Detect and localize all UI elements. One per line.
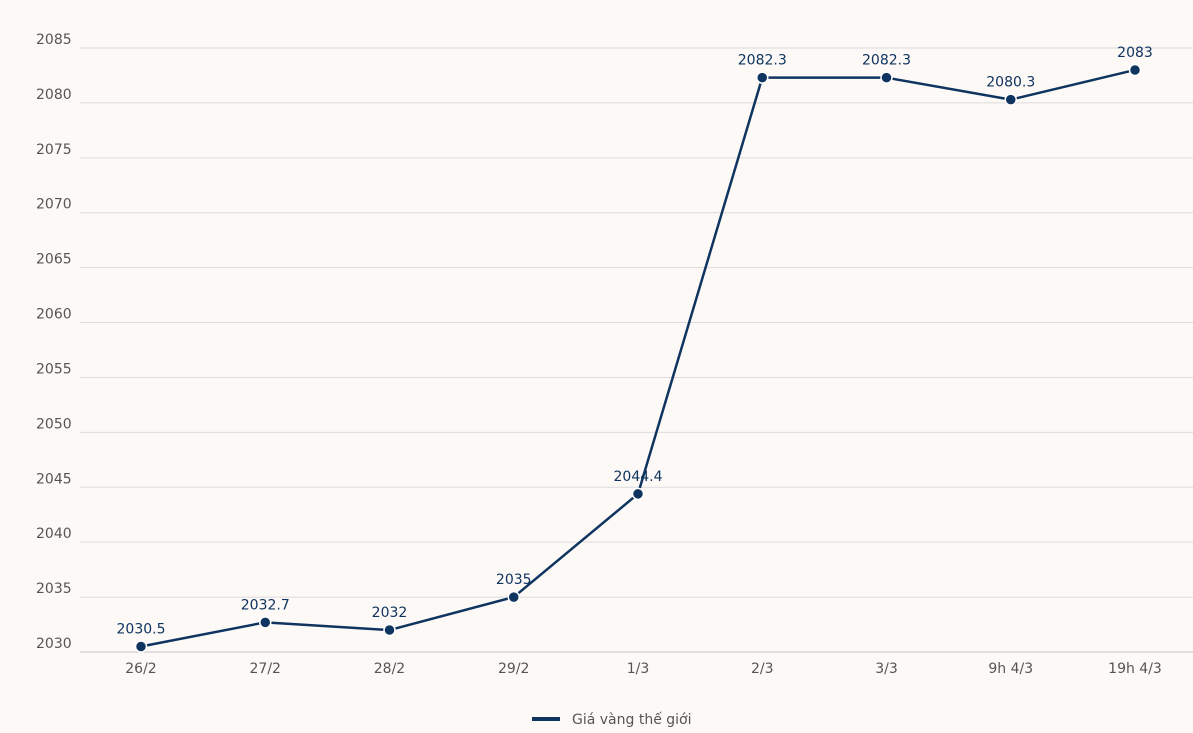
data-label-9: 2083 [1117,45,1153,61]
x-tick-label-8: 9h 4/3 [988,661,1033,677]
data-point-9 [1128,63,1142,77]
x-axis: 26/2 27/2 28/2 29/2 1/3 2/3 3/3 9h 4/3 19h 4/3 [125,661,1162,677]
data-label-7: 2082.3 [862,53,911,69]
y-tick-label-2040: 2040 [36,526,72,542]
data-label-4: 2035 [496,572,532,588]
x-tick-label-9: 19h 4/3 [1108,661,1162,677]
x-tick-label-6: 2/3 [751,661,774,677]
x-tick-label-5: 1/3 [627,661,650,677]
y-tick-label-2030: 2030 [36,636,72,652]
data-point-2 [259,616,272,629]
data-point-7 [880,71,893,84]
data-point-3 [383,623,396,637]
data-point-8 [1004,93,1017,106]
data-label-1: 2030.5 [117,622,166,638]
y-tick-label-2075: 2075 [36,142,72,158]
data-label-3: 2032 [372,605,408,621]
y-tick-label-2080: 2080 [36,87,72,103]
x-tick-label-7: 3/3 [875,661,898,677]
data-label-6: 2082.3 [738,53,787,69]
y-tick-label-2035: 2035 [36,581,72,597]
series-group: 2030.5 2032.7 2032 2035 2044.4 2082.3 2082.3 20… [117,45,1153,653]
y-axis: 2030 2035 2040 2045 2050 2055 2060 2065 2070 2075… [36,32,72,652]
y-tick-label-2050: 2050 [36,416,72,432]
y-tick-label-2060: 2060 [36,307,72,323]
y-tick-label-2085: 2085 [36,32,72,48]
legend-label: Giá vàng thế giới [572,711,692,728]
x-tick-label-2: 27/2 [250,661,281,677]
x-tick-label-1: 26/2 [125,661,156,677]
data-point-4 [507,590,520,604]
series-line [140,68,1136,648]
data-label-2: 2032.7 [241,597,290,613]
x-tick-label-4: 29/2 [498,661,529,677]
data-label-5: 2044.4 [614,469,663,485]
data-point-1 [134,640,148,653]
legend: Giá vàng thế giới [532,711,692,728]
data-point-6 [756,71,769,84]
data-point-5 [631,487,645,501]
gridlines [80,47,1193,653]
x-tick-label-3: 28/2 [374,661,405,677]
y-tick-label-2070: 2070 [36,197,72,213]
data-label-8: 2080.3 [986,75,1035,91]
y-tick-label-2055: 2055 [36,361,72,377]
y-tick-label-2045: 2045 [36,471,72,487]
y-tick-label-2065: 2065 [36,252,72,268]
